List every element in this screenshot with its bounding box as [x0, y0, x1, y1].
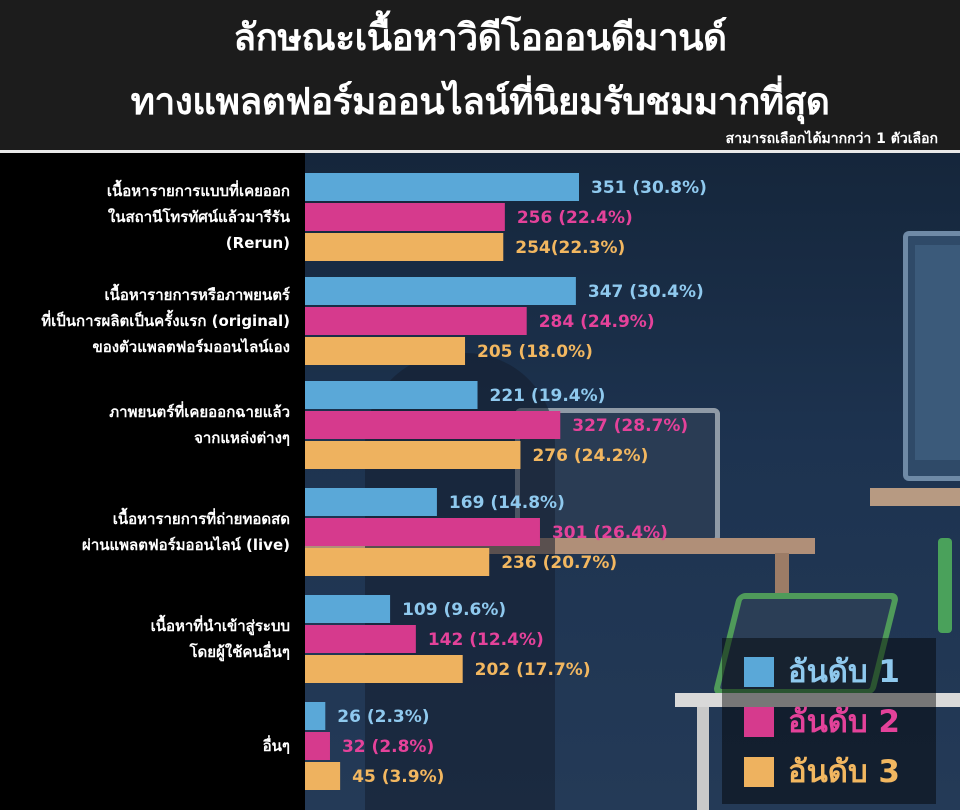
- bar-rank1-cat5: [305, 595, 391, 623]
- chart-legend: อันดับ 1 อันดับ 2 อันดับ 3: [722, 638, 936, 804]
- legend-swatch: [744, 707, 774, 737]
- bar-rank3-cat5: [305, 655, 463, 683]
- data-label-rank3-cat5: 202 (17.7%): [475, 660, 591, 680]
- category-label-line: ผ่านแพลตฟอร์มออนไลน์ (live): [82, 536, 290, 554]
- category-label-line: โดยผู้ใช้คนอื่นๆ: [189, 643, 291, 661]
- category-label-1: เนื้อหารายการแบบที่เคยออกในสถานีโทรทัศน์…: [107, 178, 290, 256]
- data-label-rank2-cat1: 256 (22.4%): [517, 208, 633, 228]
- shelf: [870, 488, 960, 506]
- bar-rank3-cat2: [305, 337, 466, 365]
- data-label-rank1-cat1: 351 (30.8%): [591, 178, 707, 198]
- category-label-line: (Rerun): [225, 234, 290, 252]
- bar-rank3-cat4: [305, 548, 490, 576]
- header: ลักษณะเนื้อหาวิดีโอออนดีมานด์ ทางแพลตฟอร…: [0, 0, 960, 150]
- legend-item-rank3: อันดับ 3: [744, 750, 934, 794]
- data-label-rank2-cat4: 301 (26.4%): [552, 523, 668, 543]
- bar-rank3-cat1: [305, 233, 504, 261]
- bar-rank1-cat4: [305, 488, 437, 516]
- table-leg: [697, 707, 709, 810]
- category-label-line: เนื้อหารายการหรือภาพยนตร์: [104, 286, 290, 304]
- bar-rank2-cat6: [305, 732, 330, 760]
- data-label-rank3-cat2: 205 (18.0%): [477, 342, 593, 362]
- data-label-rank2-cat3: 327 (28.7%): [572, 416, 688, 436]
- data-label-rank3-cat4: 236 (20.7%): [501, 553, 617, 573]
- legend-item-rank2: อันดับ 2: [744, 700, 934, 744]
- table-top: [675, 693, 960, 707]
- bar-rank2-cat4: [305, 518, 540, 546]
- legend-swatch: [744, 657, 774, 687]
- data-label-rank1-cat5: 109 (9.6%): [402, 600, 506, 620]
- category-label-5: เนื้อหาที่นำเข้าสู่ระบบโดยผู้ใช้คนอื่นๆ: [151, 613, 290, 665]
- category-label-2: เนื้อหารายการหรือภาพยนตร์ที่เป็นการผลิตเ…: [41, 282, 290, 360]
- data-label-rank2-cat5: 142 (12.4%): [428, 630, 544, 650]
- bar-rank2-cat2: [305, 307, 527, 335]
- bottle-icon: [938, 538, 952, 633]
- category-label-line: เนื้อหารายการแบบที่เคยออก: [106, 182, 290, 200]
- bar-rank2-cat5: [305, 625, 416, 653]
- chart-title-line2: ทางแพลตฟอร์มออนไลน์ที่นิยมรับชมมากที่สุด: [130, 80, 830, 123]
- bar-rank1-cat1: [305, 173, 579, 201]
- legend-label: อันดับ 3: [788, 754, 900, 790]
- bar-rank3-cat6: [305, 762, 341, 790]
- data-label-rank1-cat4: 169 (14.8%): [449, 493, 565, 513]
- chart-title-line1: ลักษณะเนื้อหาวิดีโอออนดีมานด์: [233, 16, 727, 59]
- data-label-rank3-cat6: 45 (3.9%): [352, 767, 444, 787]
- category-label-line: เนื้อหาที่นำเข้าสู่ระบบ: [150, 617, 290, 635]
- category-label-line: ในสถานีโทรทัศน์แล้วมารีรัน: [107, 208, 290, 226]
- legend-item-rank1: อันดับ 1: [744, 650, 934, 694]
- category-label-6: อื่นๆ: [263, 733, 290, 759]
- bar-rank3-cat3: [305, 441, 521, 469]
- data-label-rank1-cat3: 221 (19.4%): [490, 386, 606, 406]
- bar-rank2-cat3: [305, 411, 561, 439]
- legend-label: อันดับ 1: [788, 654, 900, 690]
- category-label-line: ที่เป็นการผลิตเป็นครั้งแรก (original): [41, 312, 290, 330]
- category-label-line: อื่นๆ: [262, 737, 290, 755]
- data-label-rank3-cat1: 254(22.3%): [515, 238, 625, 258]
- bar-rank1-cat3: [305, 381, 478, 409]
- category-label-3: ภาพยนตร์ที่เคยออกฉายแล้วจากแหล่งต่างๆ: [109, 399, 290, 451]
- monitor-screen: [915, 245, 960, 460]
- data-label-rank1-cat2: 347 (30.4%): [588, 282, 704, 302]
- data-label-rank3-cat3: 276 (24.2%): [532, 446, 648, 466]
- data-label-rank1-cat6: 26 (2.3%): [337, 707, 429, 727]
- category-label-line: ภาพยนตร์ที่เคยออกฉายแล้ว: [109, 403, 290, 421]
- category-label-panel: [0, 153, 305, 810]
- data-label-rank2-cat6: 32 (2.8%): [342, 737, 434, 757]
- legend-label: อันดับ 2: [788, 704, 900, 740]
- data-label-rank2-cat2: 284 (24.9%): [539, 312, 655, 332]
- category-label-line: ของตัวแพลตฟอร์มออนไลน์เอง: [92, 338, 290, 356]
- legend-swatch: [744, 757, 774, 787]
- bar-rank2-cat1: [305, 203, 505, 231]
- bar-rank1-cat6: [305, 702, 326, 730]
- category-label-4: เนื้อหารายการที่ถ่ายทอดสดผ่านแพลตฟอร์มออ…: [82, 506, 290, 558]
- chart-subtitle: สามารถเลือกได้มากกว่า 1 ตัวเลือก: [725, 131, 938, 147]
- bar-rank1-cat2: [305, 277, 576, 305]
- header-divider: [0, 150, 960, 153]
- category-label-line: เนื้อหารายการที่ถ่ายทอดสด: [112, 510, 290, 528]
- category-label-line: จากแหล่งต่างๆ: [194, 429, 290, 447]
